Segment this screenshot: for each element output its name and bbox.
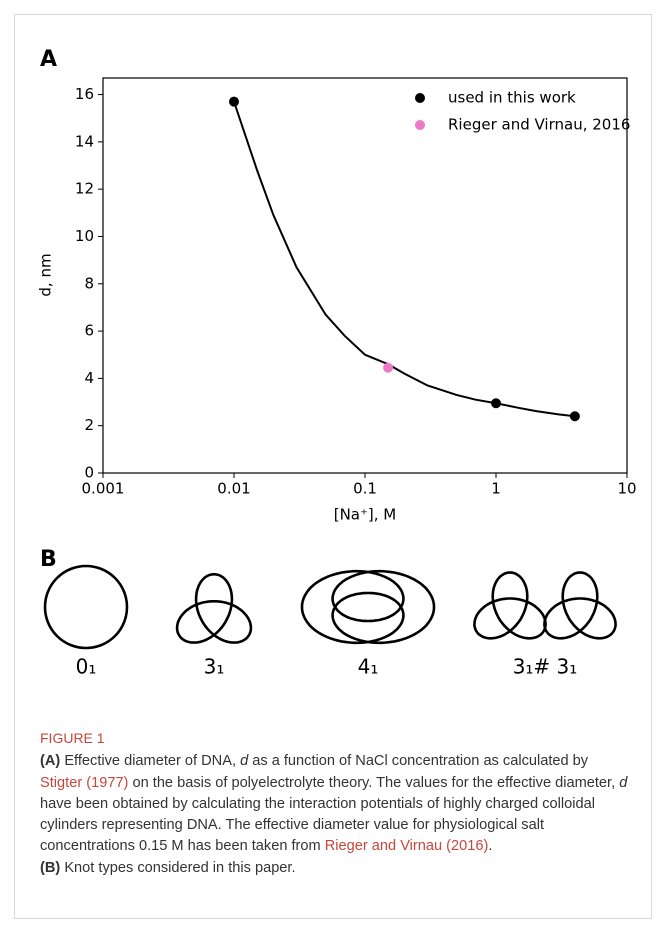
text: on the basis of polyelectrolyte theory. …	[128, 774, 620, 791]
caption: FIGURE 1 (A) Effective diameter of DNA, …	[40, 728, 632, 879]
point	[569, 411, 580, 422]
knot-label: 3₁# 3₁	[513, 655, 578, 679]
legend-label: Rieger and Virnau, 2016	[448, 116, 630, 134]
y-tick-label: 10	[75, 227, 94, 245]
x-tick-label: 10	[617, 480, 636, 498]
trefoil	[473, 571, 547, 640]
trefoil	[175, 573, 253, 644]
text: as a function of NaCl concentration as c…	[248, 753, 589, 770]
y-tick-label: 0	[84, 464, 94, 482]
y-tick-label: 8	[84, 274, 94, 292]
y-tick-label: 12	[75, 180, 94, 198]
caption-body: (A) Effective diameter of DNA, d as a fu…	[40, 751, 632, 879]
knot-drawings	[43, 564, 617, 650]
var: d	[619, 774, 628, 791]
y-tick-label: 4	[84, 369, 94, 387]
figure: A [Na⁺], M d, nm B 0.001 0.01 0.1 1 10 0 2 4 6 8 1…	[37, 47, 637, 679]
var: d	[240, 753, 249, 770]
x-tick-label: 1	[491, 480, 501, 498]
legend-label: used in this work	[448, 89, 576, 107]
label: (A)	[40, 753, 61, 770]
x-tick-label: 0.1	[353, 480, 377, 498]
citation-link[interactable]: Rieger and Virnau (2016)	[324, 838, 489, 855]
unknot	[43, 564, 129, 650]
fit-curve	[233, 101, 575, 418]
x-tick-label: 0.001	[82, 480, 125, 498]
knot-label: 3₁	[204, 655, 225, 679]
point	[491, 398, 501, 409]
text: have been obtained by calculating the in…	[40, 795, 595, 855]
text: Knot types considered in this paper.	[60, 859, 296, 876]
y-tick-label: 2	[84, 416, 94, 434]
point	[229, 96, 239, 107]
figure-border	[14, 14, 652, 919]
label: (B)	[40, 859, 61, 876]
citation-link[interactable]: Stigter (1977)	[40, 774, 129, 791]
point	[383, 362, 394, 373]
caption-title: FIGURE 1	[40, 730, 105, 746]
figure-eight	[300, 569, 436, 645]
knot-label: 0₁	[76, 655, 97, 679]
panel-label: A	[40, 47, 57, 72]
y-tick-label: 16	[75, 85, 94, 103]
y-tick-label: 6	[84, 322, 94, 340]
legend-marker	[415, 120, 425, 130]
x-axis-label: [Na⁺], M	[334, 506, 397, 524]
y-axis-label: d, nm	[37, 253, 55, 296]
legend-marker	[415, 93, 425, 103]
trefoil	[543, 571, 617, 640]
panel-label: B	[40, 547, 57, 572]
x-tick-label: 0.01	[217, 480, 250, 498]
y-tick-label: 14	[75, 132, 94, 150]
text: .	[488, 838, 493, 855]
text: Effective diameter of DNA,	[60, 753, 241, 770]
knot-label: 4₁	[358, 655, 379, 679]
